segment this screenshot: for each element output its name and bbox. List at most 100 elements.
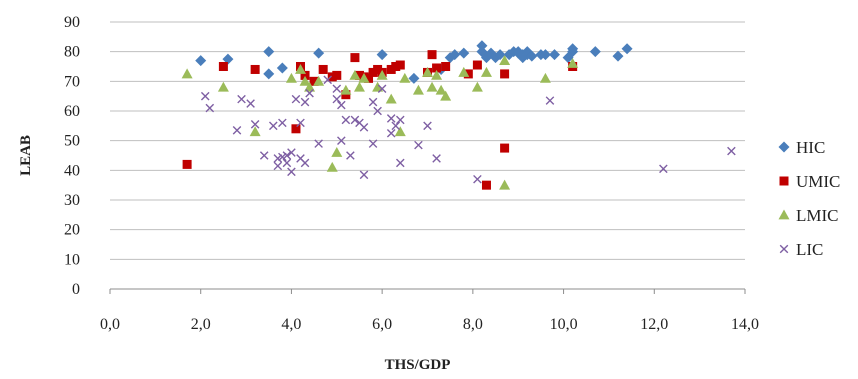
legend-marker-umic [779,176,789,186]
lic-point [205,103,215,113]
lic-point [350,115,360,125]
lmic-point [249,126,261,137]
lic-point [268,121,278,131]
umic-point [341,90,351,100]
lic-point [395,115,405,125]
lmic-point [440,90,452,101]
legend-marker-lic [779,244,789,254]
lic-point [250,120,260,129]
hic-point [263,68,275,80]
lmic-point [340,84,352,95]
umic-point [182,159,192,169]
x-tick-label: 12,0 [640,316,668,333]
lmic-point [480,66,492,77]
x-axis-title: THS/GDP [385,357,451,373]
y-tick-label: 50 [64,133,80,150]
axes [109,288,746,294]
umic-point [250,64,260,74]
x-tick-label: 14,0 [731,316,759,333]
legend: HIC UMIC LMIC LIC [778,138,840,259]
gridlines [110,21,745,260]
umic-point [327,72,337,82]
lic-point [395,158,405,168]
lmic-point [412,84,424,95]
umic-point [332,70,342,80]
lic-point [341,115,351,125]
umic-point [218,62,228,71]
lmic-point [181,68,193,79]
lic-point [346,151,355,160]
lmic-point [285,72,297,83]
lmic-point [372,81,384,92]
lic-point [727,146,736,156]
lic-point [332,84,342,94]
lmic-point [499,179,511,190]
lic-point [386,114,396,123]
hic-point [276,62,288,74]
lic-point [337,100,346,110]
lmic-point [331,147,343,157]
lmic-point [458,66,470,77]
lic-point [273,161,283,171]
lmic-point [567,58,579,68]
hic-point [263,46,275,58]
hic-point [376,49,388,61]
lic-point [300,158,310,168]
hic-point [526,50,538,62]
umic-point [395,60,405,70]
umic-point [500,69,510,79]
lic-point [282,151,292,160]
lmic-point [299,75,311,86]
lmic-point [376,69,388,80]
legend-label-lic: LIC [796,240,823,259]
lmic-point [431,69,443,80]
lic-point [323,75,333,85]
legend-label-umic: UMIC [796,172,840,191]
lic-point [391,121,401,131]
lmic-point [499,55,511,65]
lic-point [386,128,396,138]
lic-point [278,118,287,128]
lic-point [246,99,255,108]
legend-label-hic: HIC [796,138,825,157]
lic-point [314,139,323,148]
x-tick-label: 4,0 [281,316,301,333]
lic-point [373,106,382,116]
lmic-point [426,81,438,92]
lmic-point [394,126,406,137]
lic-point [232,125,242,135]
y-tick-label: 30 [64,192,80,209]
umic-point [354,70,364,80]
lmic-point [217,81,229,92]
hic-point [567,43,579,55]
hic-point [408,72,420,84]
lic-point [473,174,482,184]
umic-point [368,67,378,77]
lmic-point [422,66,433,77]
lic-point [305,88,314,98]
hic-point [589,46,601,58]
data-points [181,40,736,190]
lic-point [282,158,292,168]
umic-point [386,64,396,74]
hic-point [222,53,234,65]
lmic-point [349,69,361,80]
lic-point [377,84,387,94]
umic-point [432,63,442,73]
hic-point [621,43,633,55]
lic-point [237,94,246,104]
lic-point [423,121,432,131]
umic-point [309,76,319,86]
y-tick-label: 40 [64,162,80,179]
tick-labels: 0 10 20 30 40 50 60 70 80 90 0,0 2,0 4,0 6,0 8,0 10,0 12… [64,14,759,333]
hic-point [313,47,325,59]
umic-point [472,60,482,70]
y-tick-label: 20 [64,222,80,239]
lic-point [432,154,441,163]
lic-point [300,97,310,107]
lic-point [291,94,301,104]
lic-point [545,96,555,105]
x-tick-label: 8,0 [463,316,483,333]
lic-point [368,97,378,107]
